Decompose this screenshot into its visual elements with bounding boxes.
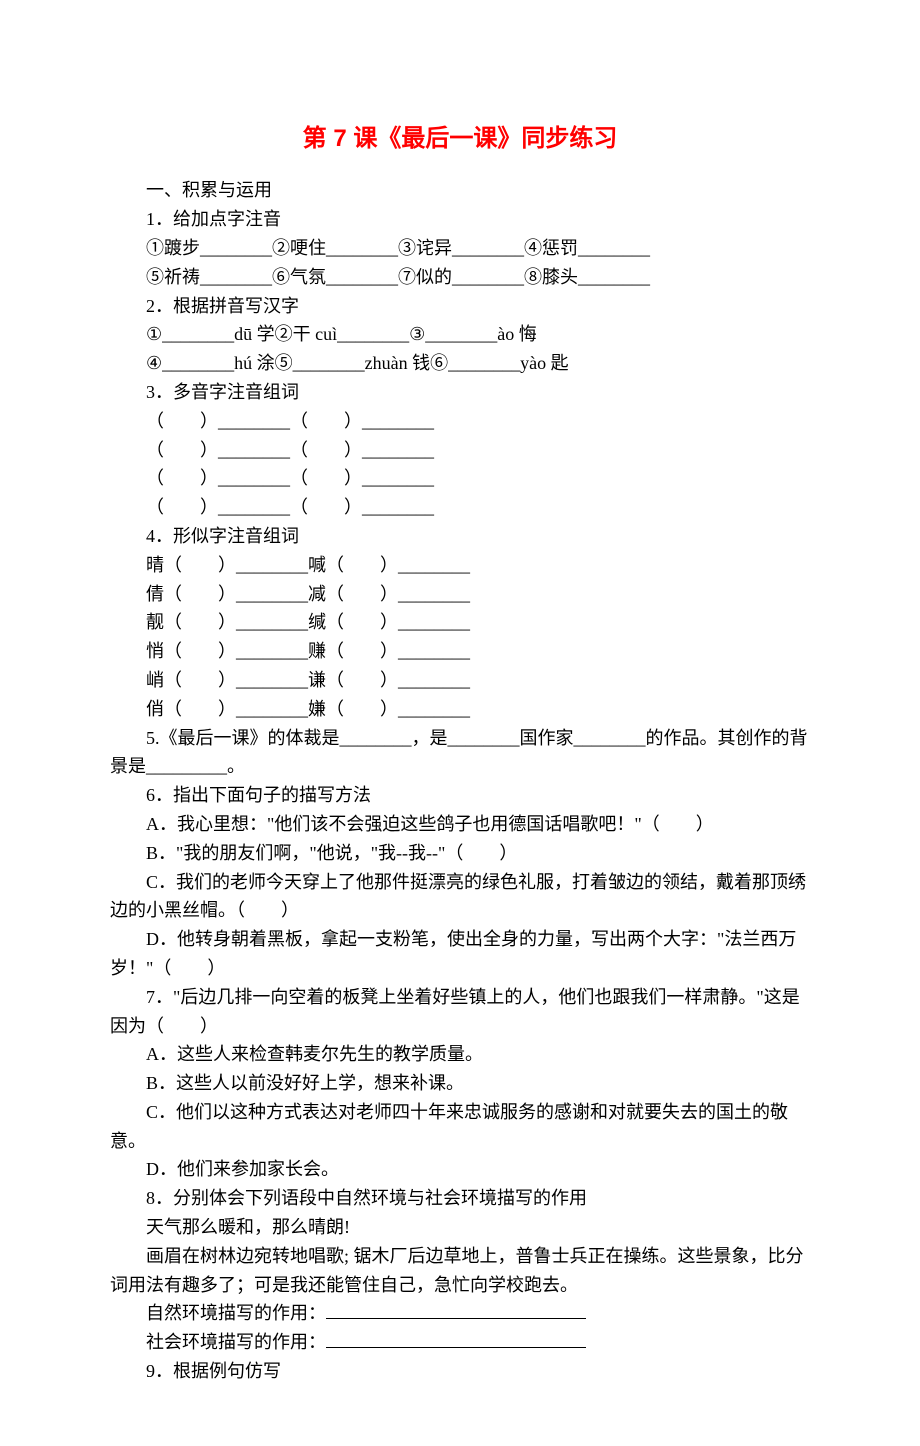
q1-text: 1．给加点字注音 (110, 205, 810, 234)
q8-p1: 天气那么暖和，那么晴朗! (110, 1213, 810, 1242)
q5-text: 5.《最后一课》的体裁是________，是________国作家_______… (110, 724, 810, 782)
q4-row2: 倩（ ）________减（ ）________ (110, 580, 810, 609)
q1-items2: ⑤祈祷________⑥气氛________⑦似的________⑧膝头____… (110, 263, 810, 292)
q4-row1: 晴（ ）________喊（ ）________ (110, 551, 810, 580)
q8-a1: 自然环境描写的作用： (110, 1299, 810, 1328)
q8-a2-label: 社会环境描写的作用： (146, 1332, 326, 1352)
q8-text: 8．分别体会下列语段中自然环境与社会环境描写的作用 (110, 1184, 810, 1213)
q3-row2: （ ）________（ ）________ (110, 436, 810, 465)
q3-row4: （ ）________（ ）________ (110, 493, 810, 522)
q4-text: 4．形似字注音组词 (110, 522, 810, 551)
q4-row6: 俏（ ）________嫌（ ）________ (110, 695, 810, 724)
q2-text: 2．根据拼音写汉字 (110, 292, 810, 321)
document-page: 第 7 课《最后一课》同步练习 一、积累与运用 1．给加点字注音 ①踱步____… (0, 0, 920, 1446)
q3-row1: （ ）________（ ）________ (110, 407, 810, 436)
q6-c: C．我们的老师今天穿上了他那件挺漂亮的绿色礼服，打着皱边的领结，戴着那顶绣边的小… (110, 868, 810, 926)
blank-line (326, 1300, 586, 1319)
q6-text: 6．指出下面句子的描写方法 (110, 781, 810, 810)
q7-b: B．这些人以前没好好上学，想来补课。 (110, 1069, 810, 1098)
q7-c: C．他们以这种方式表达对老师四十年来忠诚服务的感谢和对就要失去的国土的敬意。 (110, 1098, 810, 1156)
q1-items: ①踱步________②哽住________③诧异________④惩罚____… (110, 234, 810, 263)
q6-b: B．"我的朋友们啊，"他说，"我--我--"（ ） (110, 839, 810, 868)
q4-row5: 峭（ ）________谦（ ）________ (110, 666, 810, 695)
section-heading: 一、积累与运用 (110, 176, 810, 205)
q3-text: 3．多音字注音组词 (110, 378, 810, 407)
q8-p2: 画眉在树林边宛转地唱歌; 锯木厂后边草地上，普鲁士兵正在操练。这些景象，比分词用… (110, 1242, 810, 1300)
q8-a1-label: 自然环境描写的作用： (146, 1303, 326, 1323)
q7-text: 7．"后边几排一向空着的板凳上坐着好些镇上的人，他们也跟我们一样肃静。"这是因为… (110, 983, 810, 1041)
q7-a: A．这些人来检查韩麦尔先生的教学质量。 (110, 1040, 810, 1069)
q6-d: D．他转身朝着黑板，拿起一支粉笔，使出全身的力量，写出两个大字："法兰西万岁！"… (110, 925, 810, 983)
q6-a: A．我心里想："他们该不会强迫这些鸽子也用德国话唱歌吧！"（ ） (110, 810, 810, 839)
q7-d: D．他们来参加家长会。 (110, 1155, 810, 1184)
q2-line2: ④________hú 涂⑤________zhuàn 钱⑥________yà… (110, 349, 810, 378)
q8-a2: 社会环境描写的作用： (110, 1328, 810, 1357)
q4-row3: 靓（ ）________缄（ ）________ (110, 608, 810, 637)
q4-row4: 悄（ ）________赚（ ）________ (110, 637, 810, 666)
document-title: 第 7 课《最后一课》同步练习 (110, 120, 810, 158)
q3-row3: （ ）________（ ）________ (110, 464, 810, 493)
q9-text: 9．根据例句仿写 (110, 1357, 810, 1386)
blank-line (326, 1329, 586, 1348)
q2-line1: ①________dū 学②干 cuì________③________ào 悔 (110, 320, 810, 349)
